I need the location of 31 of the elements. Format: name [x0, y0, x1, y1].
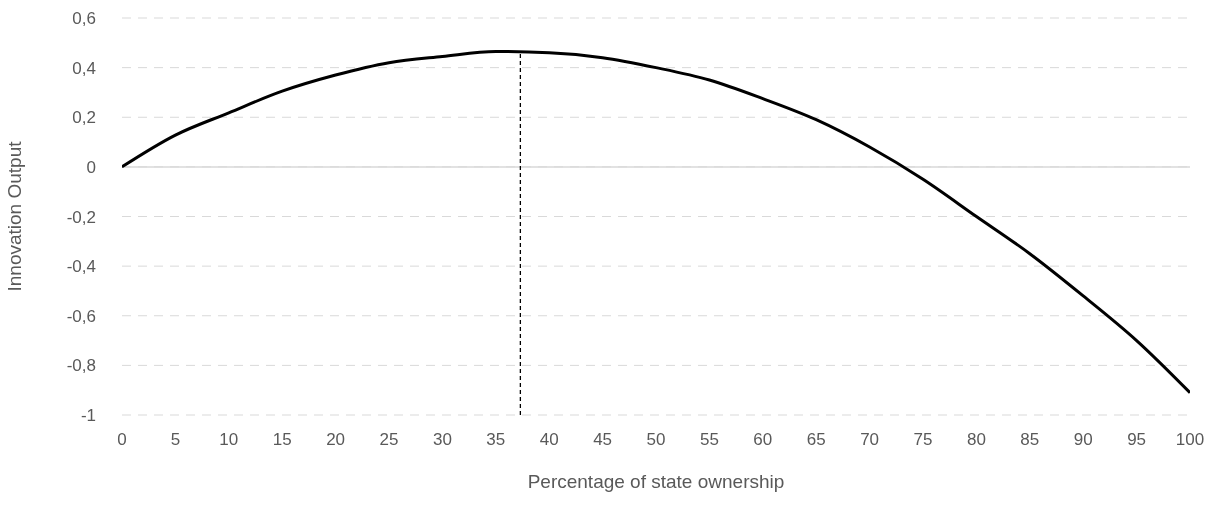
- x-tick-label: 10: [219, 430, 239, 450]
- x-tick-label: 40: [539, 430, 559, 450]
- x-tick-label: 50: [646, 430, 666, 450]
- y-tick-label: 0: [86, 157, 96, 177]
- x-tick-label: 55: [699, 430, 719, 450]
- x-tick-label: 65: [806, 430, 826, 450]
- y-tick-label: -0,2: [66, 207, 96, 227]
- x-tick-label: 15: [272, 430, 292, 450]
- x-tick-label: 100: [1175, 430, 1205, 450]
- x-axis-title: Percentage of state ownership: [527, 471, 785, 492]
- y-tick-label: -0,8: [66, 356, 96, 376]
- y-tick-label: 0,6: [72, 9, 96, 29]
- y-tick-label: 0,4: [72, 58, 96, 78]
- y-tick-label: 0,2: [72, 108, 96, 128]
- y-tick-label: -1: [80, 406, 96, 426]
- x-tick-label: 90: [1073, 430, 1093, 450]
- x-tick-label: 25: [379, 430, 399, 450]
- x-tick-label: 30: [432, 430, 452, 450]
- y-tick-label: -0,6: [66, 306, 96, 326]
- x-tick-label: 60: [753, 430, 773, 450]
- x-tick-label: 75: [913, 430, 933, 450]
- y-tick-label: -0,4: [66, 257, 96, 277]
- x-tick-label: 5: [170, 430, 181, 450]
- x-tick-label: 80: [966, 430, 986, 450]
- x-tick-label: 20: [326, 430, 346, 450]
- x-tick-label: 85: [1020, 430, 1040, 450]
- x-tick-label: 70: [860, 430, 880, 450]
- x-tick-label: 35: [486, 430, 506, 450]
- x-tick-label: 45: [593, 430, 613, 450]
- x-tick-label: 0: [117, 430, 127, 450]
- x-tick-label: 95: [1127, 430, 1147, 450]
